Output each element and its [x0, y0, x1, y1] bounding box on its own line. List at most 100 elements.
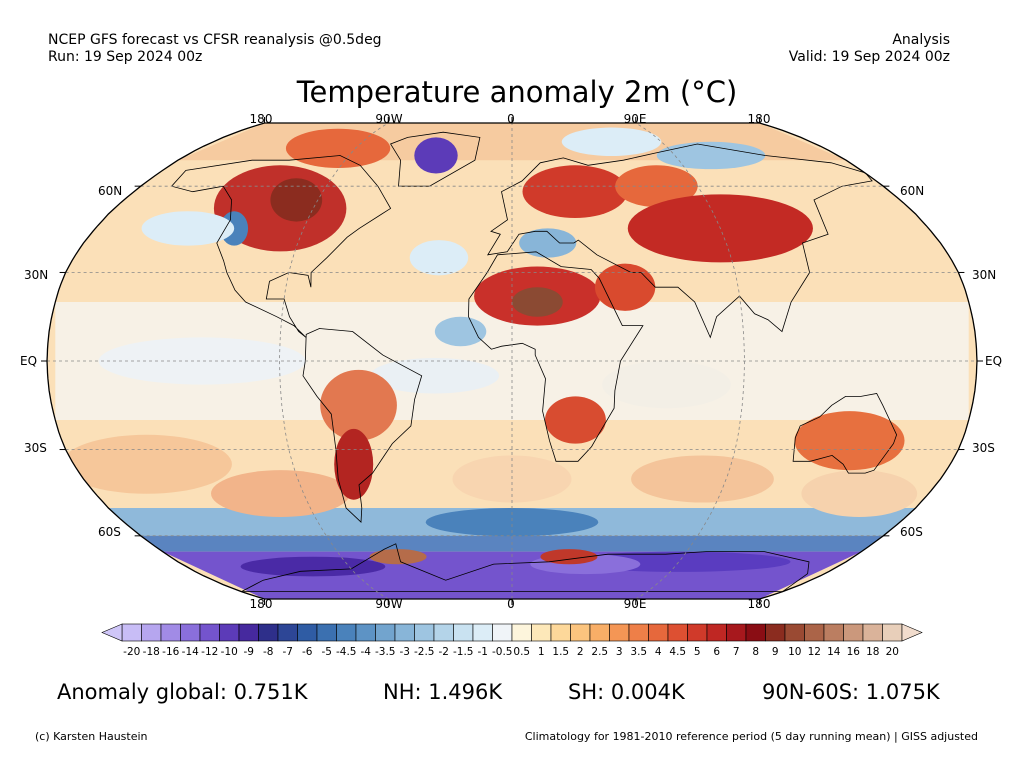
- copyright: (c) Karsten Haustein: [35, 730, 148, 743]
- colorbar-high-arrow: [901, 623, 923, 642]
- colorbar-cell: [492, 623, 513, 642]
- colorbar-tick-label: -0.5: [492, 646, 513, 658]
- anomaly-patch: [656, 141, 766, 170]
- anomaly-patch: [594, 263, 656, 311]
- colorbar-tick-label: 0.5: [513, 646, 531, 658]
- analysis-label: Analysis: [892, 32, 950, 48]
- lon-label-bottom: 180: [747, 597, 771, 611]
- map-field: [47, 123, 977, 599]
- anomaly-patch: [801, 470, 918, 518]
- antarctica-outline: [241, 543, 810, 592]
- colorbar-tick-label: -3.5: [375, 646, 396, 658]
- south-america-outline: [302, 328, 423, 523]
- lat-label-left: 60N: [98, 184, 123, 198]
- colorbar-cell: [765, 623, 786, 642]
- lat-label-left: 60S: [98, 525, 121, 539]
- colorbar-cell: [277, 623, 298, 642]
- colorbar-tick-label: 4: [654, 646, 662, 658]
- colorbar-cell: [180, 623, 201, 642]
- north-america-outline: [170, 155, 392, 338]
- colorbar-tick-label: 8: [752, 646, 760, 658]
- lat-label-right: 30N: [972, 268, 997, 282]
- colorbar-cell: [882, 623, 903, 642]
- valid-time: Valid: 19 Sep 2024 00z: [788, 49, 950, 65]
- colorbar-tick-label: -18: [142, 646, 160, 658]
- lon-label-top: 180: [249, 112, 273, 126]
- colorbar-cell: [706, 623, 727, 642]
- model-description: NCEP GFS forecast vs CFSR reanalysis @0.…: [48, 32, 382, 48]
- colorbar-cell: [238, 623, 259, 642]
- lat-label-right: 60S: [900, 525, 923, 539]
- colorbar-tick-label: -5: [321, 646, 332, 658]
- anomaly-patch: [631, 455, 774, 503]
- colorbar-tick-label: 16: [846, 646, 860, 658]
- map-title: Temperature anomaly 2m (°C): [296, 75, 738, 109]
- lat-label-left: 30S: [24, 441, 47, 455]
- lon-label-bottom: 180: [249, 597, 273, 611]
- anomaly-patch: [409, 240, 469, 276]
- anomaly-patch: [511, 287, 563, 317]
- colorbar-tick-label: 9: [771, 646, 779, 658]
- colorbar-tick-label: -2.5: [414, 646, 435, 658]
- southern-africa-warm: [544, 396, 606, 444]
- colorbar-cell: [219, 623, 240, 642]
- lat-label-right: 30S: [972, 441, 995, 455]
- colorbar-cell: [375, 623, 396, 642]
- europe-warm: [522, 165, 628, 219]
- colorbar-cell: [121, 623, 142, 642]
- colorbar-tick-label: 1.5: [552, 646, 570, 658]
- anomaly-patch: [334, 428, 374, 500]
- colorbar-cell: [550, 623, 571, 642]
- anomaly-patch: [434, 316, 487, 347]
- climatology-note: Climatology for 1981-2010 reference peri…: [524, 730, 978, 743]
- colorbar-cell: [258, 623, 279, 642]
- anomaly-patch: [602, 361, 731, 409]
- colorbar-tick-label: 7: [732, 646, 740, 658]
- colorbar-tick-label: 1: [537, 646, 545, 658]
- australia-outline: [792, 393, 898, 474]
- lon-label-bottom: 0: [507, 597, 515, 611]
- colorbar-tick-label: 6: [713, 646, 721, 658]
- colorbar-tick-label: 3: [615, 646, 623, 658]
- lat-label-right: EQ: [985, 354, 1003, 368]
- colorbar-tick-label: -3: [399, 646, 410, 658]
- eurasia-outline: [487, 143, 873, 339]
- colorbar-tick-label: 12: [807, 646, 821, 658]
- colorbar-tick-label: 2: [576, 646, 584, 658]
- meridian-line: [635, 123, 745, 599]
- greenland-outline: [390, 131, 481, 187]
- anomaly-patch: [540, 549, 598, 565]
- colorbar-cell: [628, 623, 649, 642]
- colorbar-cell: [316, 623, 337, 642]
- colorbar-tick-label: -6: [302, 646, 313, 658]
- colorbar-tick-label: 2.5: [591, 646, 609, 658]
- anomaly-patch: [141, 211, 235, 246]
- lon-label-bottom: 90W: [375, 597, 403, 611]
- colorbar-tick-label: 10: [788, 646, 802, 658]
- colorbar-cell: [784, 623, 805, 642]
- colorbar-cell: [433, 623, 454, 642]
- colorbar-cell: [394, 623, 415, 642]
- colorbar-cell: [453, 623, 474, 642]
- colorbar-cell: [472, 623, 493, 642]
- colorbar-cell: [843, 623, 864, 642]
- lat-label-left: 30N: [24, 268, 49, 282]
- colorbar-cell: [609, 623, 630, 642]
- colorbar-cell: [414, 623, 435, 642]
- lon-label-top: 180: [747, 112, 771, 126]
- colorbar-tick-label: -7: [282, 646, 293, 658]
- lon-label-top: 90E: [623, 112, 647, 126]
- sh-anomaly: SH: 0.004K: [568, 680, 685, 704]
- anomaly-patch: [425, 507, 599, 537]
- lon-label-top: 0: [507, 112, 515, 126]
- colorbar-tick-label: -4.5: [336, 646, 357, 658]
- colorbar-cell: [199, 623, 220, 642]
- colorbar-cell: [589, 623, 610, 642]
- colorbar-tick-label: -10: [220, 646, 238, 658]
- run-time: Run: 19 Sep 2024 00z: [48, 49, 203, 65]
- anomaly-patch: [370, 358, 500, 394]
- anomaly-patch: [369, 549, 427, 565]
- lon-label-top: 90W: [375, 112, 403, 126]
- colorbar-tick-label: -1: [477, 646, 488, 658]
